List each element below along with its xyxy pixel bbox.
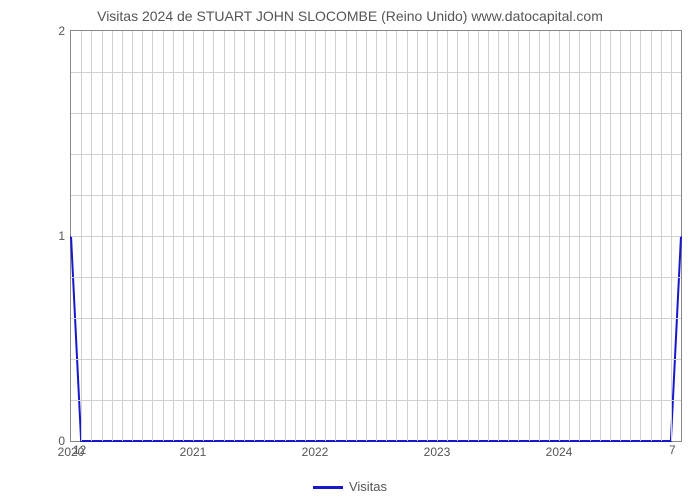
x-tick-label: 2021	[180, 441, 207, 459]
legend: Visitas	[0, 479, 700, 494]
grid-line-horizontal	[71, 236, 681, 237]
x-tick-label: 2023	[424, 441, 451, 459]
endpoint-value-left: 12	[73, 443, 86, 457]
grid-line-horizontal	[71, 400, 681, 401]
x-tick-label: 2022	[302, 441, 329, 459]
y-tick-label: 1	[58, 229, 71, 243]
grid-line-horizontal	[71, 72, 681, 73]
plot-area: 20202021202220232024012127	[70, 30, 682, 442]
chart-title: Visitas 2024 de STUART JOHN SLOCOMBE (Re…	[0, 8, 700, 24]
legend-swatch	[313, 486, 343, 489]
grid-line-horizontal	[71, 277, 681, 278]
y-tick-label: 2	[58, 24, 71, 38]
grid-line-horizontal	[71, 113, 681, 114]
endpoint-value-right: 7	[669, 443, 676, 457]
legend-label: Visitas	[349, 479, 387, 494]
grid-line-horizontal	[71, 154, 681, 155]
chart-container: Visitas 2024 de STUART JOHN SLOCOMBE (Re…	[0, 0, 700, 500]
y-tick-label: 0	[58, 434, 71, 448]
x-tick-label: 2024	[546, 441, 573, 459]
grid-line-horizontal	[71, 318, 681, 319]
grid-line-horizontal	[71, 359, 681, 360]
grid-line-horizontal	[71, 195, 681, 196]
